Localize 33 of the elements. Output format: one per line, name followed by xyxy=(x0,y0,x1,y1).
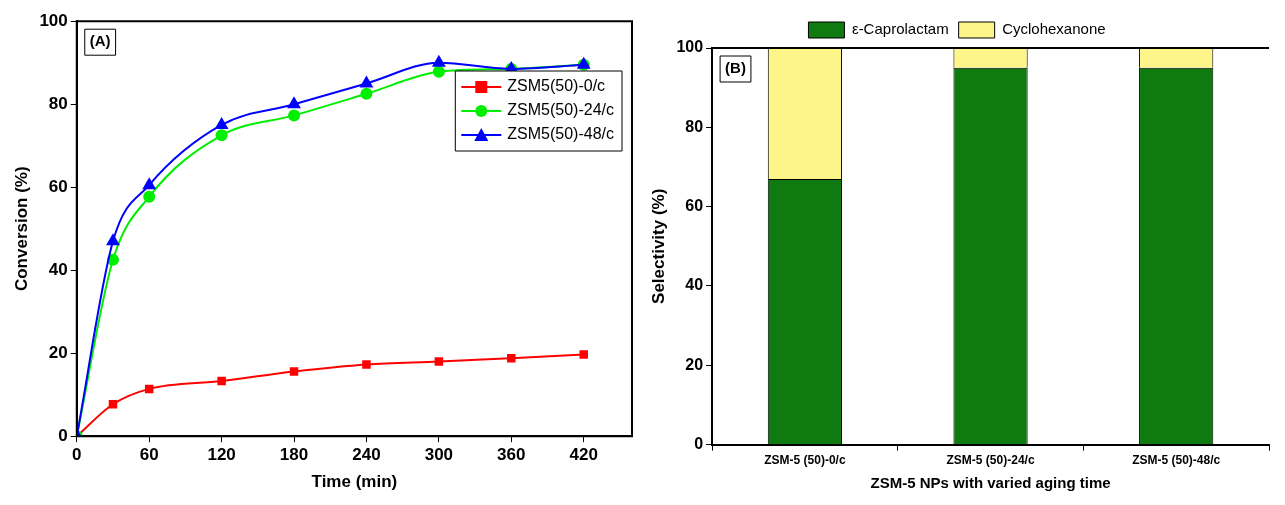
y-axis-title: Selectivity (%) xyxy=(648,188,668,304)
legend-label: ZSM5(50)-24/c xyxy=(507,101,615,119)
x-tick-label: 240 xyxy=(352,445,381,465)
y-tick-label: 20 xyxy=(685,355,704,373)
x-tick-label: 300 xyxy=(424,445,454,465)
y-tick-label: 0 xyxy=(58,425,68,445)
y-tick-label: 40 xyxy=(48,259,68,279)
y-tick-label: 100 xyxy=(676,38,704,56)
x-axis-title: Time (min) xyxy=(311,472,398,492)
y-tick-label: 40 xyxy=(685,276,704,294)
x-tick-label: 0 xyxy=(72,445,82,465)
x-axis-title: ZSM-5 NPs with varied aging time xyxy=(870,474,1111,492)
legend-label: ZSM5(50)-0/c xyxy=(507,77,606,95)
y-tick-label: 80 xyxy=(48,93,68,113)
y-tick-label: 60 xyxy=(685,197,704,215)
x-tick-label: ZSM-5 (50)-0/c xyxy=(764,453,846,468)
x-tick-label: 120 xyxy=(207,445,236,465)
legend-label: ZSM5(50)-48/c xyxy=(507,125,615,143)
y-tick-label: 80 xyxy=(685,117,704,135)
y-axis-title: Conversion (%) xyxy=(11,166,31,292)
x-tick-label: 180 xyxy=(279,445,309,465)
x-tick-label: 60 xyxy=(139,445,159,465)
x-tick-label: 360 xyxy=(497,445,526,465)
x-tick-label: 420 xyxy=(569,445,598,465)
annotation: (A) xyxy=(89,32,111,50)
annotation: (B) xyxy=(725,59,746,77)
legend-label: ε-Caprolactam xyxy=(851,20,949,38)
y-tick-label: 20 xyxy=(48,342,68,362)
legend-label: Cyclohexanone xyxy=(1002,20,1106,38)
x-tick-label: ZSM-5 (50)-48/c xyxy=(1132,453,1221,468)
y-tick-label: 100 xyxy=(39,10,68,30)
y-tick-label: 60 xyxy=(48,176,68,196)
x-tick-label: ZSM-5 (50)-24/c xyxy=(946,453,1035,468)
